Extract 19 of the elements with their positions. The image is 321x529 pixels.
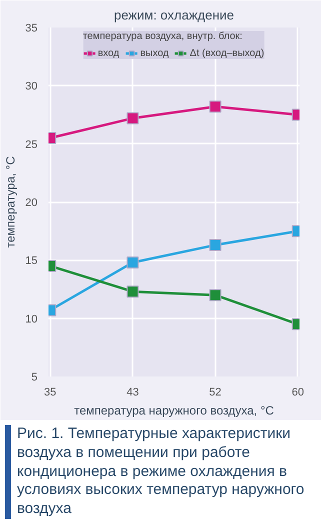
legend-label: вход (98, 48, 120, 58)
legend-label: выход (140, 48, 169, 58)
text: Рис. 1. Температурные характеристики воздуха в помещении при работе кондиционера в режиме охлаждения в условиях высоких температур наружного воздуха (5, 425, 316, 519)
x-tick-label: 43 (126, 386, 139, 398)
x-axis-title: температура наружного воздуха, °C (74, 404, 274, 418)
y-tick-label: 30 (25, 80, 38, 93)
chart-title: режим: охлаждение (114, 8, 234, 22)
x-tick-label: 35 (44, 386, 56, 398)
x-tick-label: 52 (209, 386, 222, 398)
y-tick-label: 15 (25, 255, 38, 268)
x-tick-label: 60 (292, 386, 304, 398)
y-tick-label: 5 (31, 372, 38, 384)
y-tick-label: 35 (25, 22, 38, 34)
y-axis-title: температура, °C (3, 156, 18, 248)
y-tick-label: 25 (25, 138, 38, 151)
y-tick-label: 10 (25, 313, 38, 326)
y-tick-label: 20 (25, 197, 38, 209)
legend-title: температура воздуха, внутр. блок: (82, 31, 244, 42)
legend-label: Δt (вход–выход) (190, 48, 264, 58)
